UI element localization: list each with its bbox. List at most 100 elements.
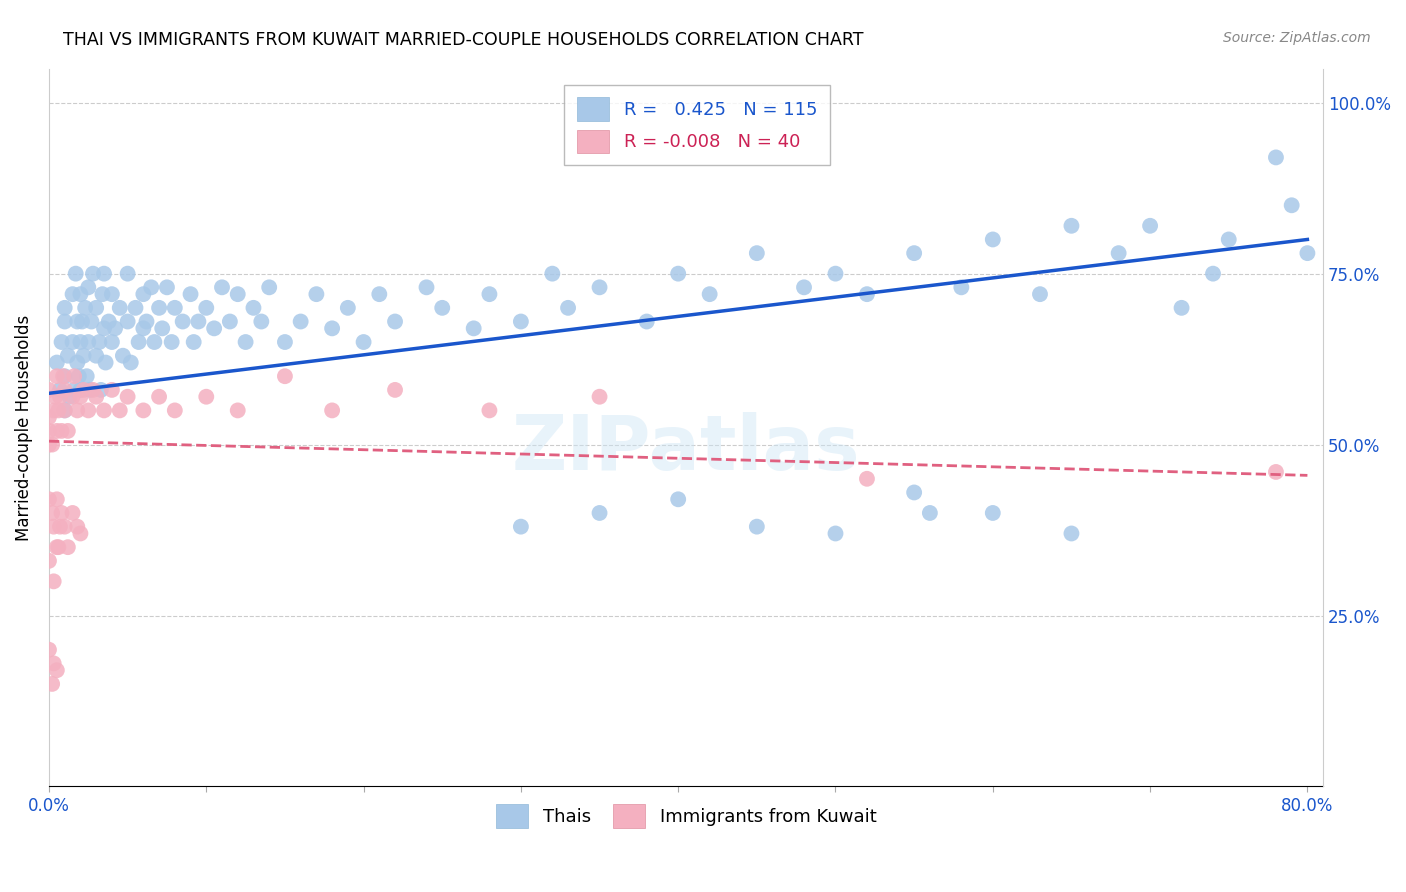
Point	[557, 301, 579, 315]
Point	[132, 287, 155, 301]
Point	[218, 314, 240, 328]
Point	[69, 287, 91, 301]
Point	[824, 526, 846, 541]
Point	[1170, 301, 1192, 315]
Point	[163, 403, 186, 417]
Point	[128, 334, 150, 349]
Point	[274, 334, 297, 349]
Point	[53, 403, 76, 417]
Point	[77, 334, 100, 349]
Point	[235, 334, 257, 349]
Point	[41, 677, 63, 691]
Point	[509, 519, 531, 533]
Point	[70, 314, 93, 328]
Point	[65, 267, 87, 281]
Point	[56, 424, 79, 438]
Point	[195, 390, 218, 404]
Point	[1029, 287, 1052, 301]
Point	[1108, 246, 1130, 260]
Point	[143, 334, 166, 349]
Point	[38, 424, 60, 438]
Point	[104, 321, 127, 335]
Point	[745, 246, 768, 260]
Point	[321, 321, 343, 335]
Point	[183, 334, 205, 349]
Point	[195, 301, 218, 315]
Point	[66, 355, 89, 369]
Point	[132, 403, 155, 417]
Point	[93, 321, 115, 335]
Point	[52, 369, 75, 384]
Point	[588, 390, 610, 404]
Point	[141, 280, 163, 294]
Point	[108, 301, 131, 315]
Legend: Thais, Immigrants from Kuwait: Thais, Immigrants from Kuwait	[489, 797, 883, 835]
Point	[160, 334, 183, 349]
Point	[1265, 465, 1288, 479]
Point	[636, 314, 658, 328]
Point	[44, 390, 66, 404]
Point	[42, 574, 65, 589]
Y-axis label: Married-couple Households: Married-couple Households	[15, 314, 32, 541]
Point	[89, 334, 111, 349]
Point	[368, 287, 391, 301]
Point	[56, 540, 79, 554]
Point	[415, 280, 437, 294]
Point	[51, 506, 73, 520]
Point	[62, 506, 84, 520]
Text: Source: ZipAtlas.com: Source: ZipAtlas.com	[1223, 31, 1371, 45]
Point	[82, 383, 104, 397]
Point	[38, 492, 60, 507]
Point	[856, 472, 879, 486]
Point	[90, 383, 112, 397]
Point	[250, 314, 273, 328]
Point	[41, 506, 63, 520]
Point	[67, 369, 90, 384]
Point	[93, 267, 115, 281]
Point	[51, 424, 73, 438]
Point	[903, 485, 925, 500]
Point	[666, 267, 689, 281]
Point	[384, 383, 406, 397]
Point	[62, 334, 84, 349]
Point	[1281, 198, 1303, 212]
Point	[226, 403, 249, 417]
Point	[172, 314, 194, 328]
Point	[82, 267, 104, 281]
Point	[51, 334, 73, 349]
Point	[69, 334, 91, 349]
Point	[42, 657, 65, 671]
Point	[53, 403, 76, 417]
Text: THAI VS IMMIGRANTS FROM KUWAIT MARRIED-COUPLE HOUSEHOLDS CORRELATION CHART: THAI VS IMMIGRANTS FROM KUWAIT MARRIED-C…	[63, 31, 863, 49]
Point	[257, 280, 280, 294]
Point	[588, 506, 610, 520]
Point	[1060, 219, 1083, 233]
Point	[135, 314, 157, 328]
Point	[45, 663, 67, 677]
Point	[305, 287, 328, 301]
Point	[66, 314, 89, 328]
Point	[150, 321, 173, 335]
Point	[84, 390, 107, 404]
Point	[541, 267, 564, 281]
Point	[48, 403, 70, 417]
Point	[62, 390, 84, 404]
Point	[108, 403, 131, 417]
Point	[793, 280, 815, 294]
Point	[117, 314, 139, 328]
Point	[56, 349, 79, 363]
Point	[49, 390, 72, 404]
Point	[84, 301, 107, 315]
Point	[49, 519, 72, 533]
Point	[69, 526, 91, 541]
Point	[53, 383, 76, 397]
Point	[478, 287, 501, 301]
Point	[77, 403, 100, 417]
Point	[101, 334, 124, 349]
Point	[53, 369, 76, 384]
Point	[903, 246, 925, 260]
Point	[478, 403, 501, 417]
Point	[202, 321, 225, 335]
Point	[242, 301, 264, 315]
Point	[163, 301, 186, 315]
